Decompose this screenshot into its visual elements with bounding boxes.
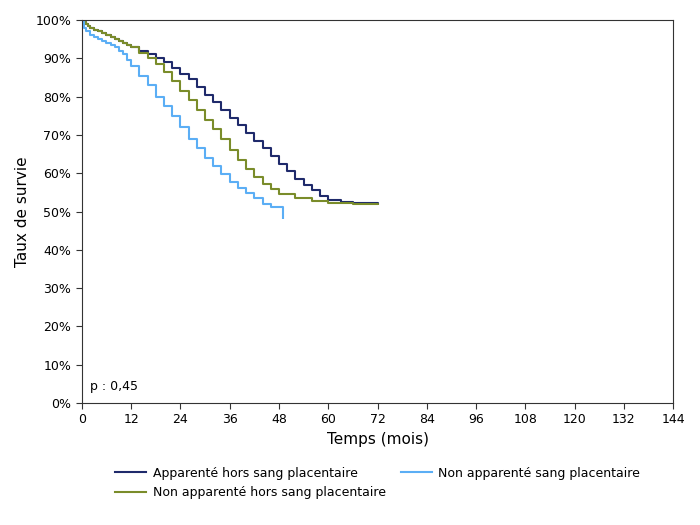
Non apparenté hors sang placentaire (78, 17, 86, 23)
Non apparenté hors sang placentaire (144, 49, 152, 56)
Non apparenté sang placentaire (275, 203, 284, 209)
Non apparenté sang placentaire (78, 17, 86, 23)
X-axis label: Temps (mois): Temps (mois) (326, 432, 428, 447)
Non apparenté hors sang placentaire (250, 166, 258, 173)
Non apparenté hors sang placentaire (373, 202, 382, 208)
Apparenté hors sang placentaire (122, 40, 131, 46)
Text: p : 0,45: p : 0,45 (90, 380, 138, 393)
Apparenté hors sang placentaire (184, 76, 192, 82)
Line: Non apparenté sang placentaire: Non apparenté sang placentaire (82, 20, 283, 219)
Non apparenté sang placentaire (160, 93, 168, 100)
Non apparenté hors sang placentaire (111, 34, 119, 40)
Legend: Apparenté hors sang placentaire, Non apparenté hors sang placentaire, Non appare: Apparenté hors sang placentaire, Non app… (110, 462, 645, 504)
Apparenté hors sang placentaire (373, 201, 382, 207)
Non apparenté sang placentaire (279, 216, 287, 223)
Y-axis label: Taux de survie: Taux de survie (15, 156, 30, 267)
Line: Non apparenté hors sang placentaire: Non apparenté hors sang placentaire (82, 20, 377, 205)
Apparenté hors sang placentaire (122, 42, 131, 48)
Apparenté hors sang placentaire (78, 17, 86, 23)
Line: Apparenté hors sang placentaire: Apparenté hors sang placentaire (82, 20, 377, 204)
Non apparenté sang placentaire (250, 190, 258, 196)
Apparenté hors sang placentaire (135, 44, 143, 50)
Apparenté hors sang placentaire (349, 199, 357, 205)
Non apparenté sang placentaire (115, 44, 123, 50)
Apparenté hors sang placentaire (98, 30, 106, 37)
Non apparenté hors sang placentaire (201, 107, 209, 113)
Non apparenté hors sang placentaire (115, 36, 123, 43)
Non apparenté sang placentaire (135, 63, 143, 69)
Non apparenté sang placentaire (106, 40, 115, 46)
Non apparenté hors sang placentaire (144, 55, 152, 61)
